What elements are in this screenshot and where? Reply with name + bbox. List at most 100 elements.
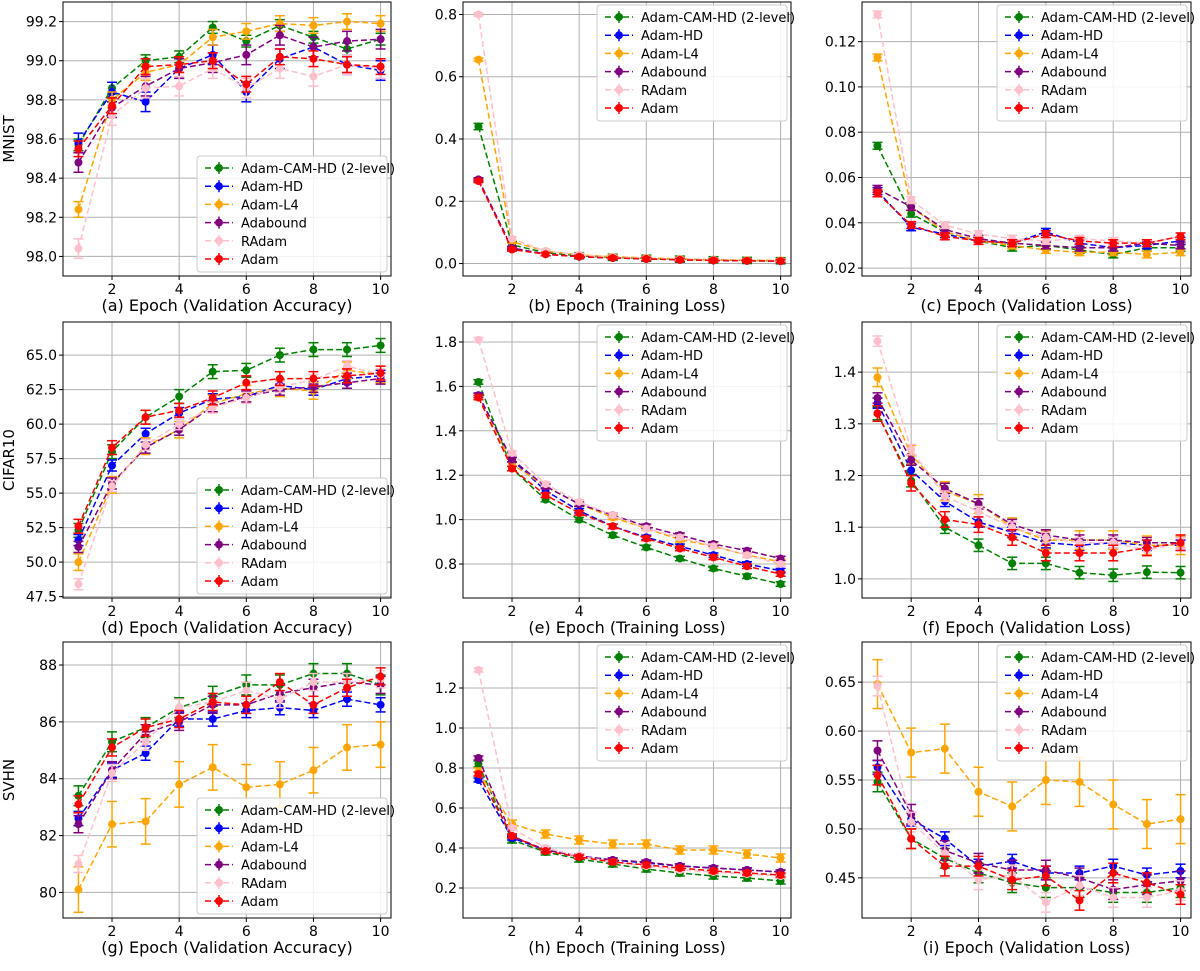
data-point [343,60,352,69]
y-tick-label: 98.6 [26,132,57,148]
series-adam-hd [473,776,786,876]
legend-item: RAdam [1005,403,1087,419]
legend-item: Adam-CAM-HD (2-level) [605,11,795,26]
x-tick-label: 8 [1109,282,1118,298]
x-tick-label: 10 [772,604,790,620]
legend-item: Adam-HD [605,29,703,44]
legend-box [196,797,388,915]
x-tick-label: 8 [709,604,718,620]
data-point [208,393,217,402]
data-point [343,695,352,704]
x-tick-label: 4 [575,604,584,620]
data-point [108,769,117,778]
data-point [974,541,983,550]
series-line [477,339,781,565]
y-tick-label: 0.4 [435,132,457,148]
legend-marker [1015,351,1023,360]
series-adam-hd [872,759,1186,883]
legend-label: RAdam [641,724,687,739]
data-point [242,366,251,375]
legend-item: Adam-HD [605,669,703,684]
series-line [477,180,781,262]
legend-marker [1015,725,1023,734]
legend-marker [1015,85,1023,94]
legend-item: Adam [205,575,279,590]
legend-marker [615,725,623,734]
x-tick-label: 8 [1109,924,1118,940]
series-line [477,397,781,575]
series-line [77,672,381,797]
data-point [575,508,584,517]
series-line [77,46,381,144]
data-point [108,482,117,491]
data-point [242,80,251,89]
y-axis-label: SVHN [0,759,18,801]
data-point [709,553,718,562]
data-point [873,771,882,780]
legend-marker [215,806,223,814]
legend-marker [615,671,623,680]
legend-item: Adam-CAM-HD (2-level) [605,651,795,666]
data-point [1075,549,1084,558]
y-tick-label: 47.5 [26,590,57,606]
data-point [141,737,150,746]
data-point [776,560,785,569]
y-tick-label: 1.4 [435,424,457,440]
legend: Adam-CAM-HD (2-level) Adam-HD Adam-L4 Adabo… [596,644,795,762]
legend-marker [1015,67,1023,76]
x-axis-label: (f) Epoch (Validation Loss) [922,618,1131,637]
data-point [1041,230,1050,239]
data-point [1176,815,1185,824]
legend-item: Adam [605,102,679,117]
x-axis-label: (h) Epoch (Training Loss) [528,938,726,957]
x-tick-label: 2 [508,604,517,620]
data-point [1176,538,1185,547]
y-tick-label: 1.8 [435,335,457,351]
data-point [1008,533,1017,542]
data-point [1008,802,1017,811]
data-point [1075,896,1084,905]
data-point [1041,533,1050,542]
legend-label: Adam-CAM-HD (2-level) [241,484,395,499]
legend-marker [215,182,223,191]
legend-item: RAdam [205,556,287,572]
series-line [876,781,1181,894]
data-point [907,818,916,827]
series-adam-l4 [872,658,1186,850]
series-adam [73,48,386,158]
x-tick-label: 2 [907,604,916,620]
legend-marker [1015,369,1023,378]
series-line [77,344,381,531]
data-point [709,256,718,265]
legend-label: Adam-HD [1041,29,1103,44]
series-line [477,763,781,882]
data-point [1041,776,1050,784]
legend-item: Adam-L4 [605,687,699,702]
data-point [141,817,150,826]
data-point [309,72,318,81]
data-point [907,209,916,218]
legend-item: Adam [1005,742,1079,757]
data-point [474,177,483,186]
data-point [940,515,949,524]
y-tick-label: 0.12 [825,35,856,51]
legend-item: RAdam [1005,723,1087,739]
data-point [743,562,752,571]
data-point [1008,559,1017,568]
series-adam [872,189,1186,248]
data-point [275,678,284,687]
legend-label: RAdam [641,404,687,419]
legend-item: Adabound [605,65,707,81]
plot-area [73,662,386,914]
legend-marker [615,405,623,414]
data-point [175,780,184,789]
data-point [776,570,785,579]
series-line [477,773,781,876]
data-point [141,749,150,758]
x-tick-label: 8 [709,924,718,940]
series-line [876,14,1181,244]
data-point [974,236,983,245]
data-point [108,461,117,470]
data-point [743,850,752,858]
legend-marker [1015,653,1023,661]
